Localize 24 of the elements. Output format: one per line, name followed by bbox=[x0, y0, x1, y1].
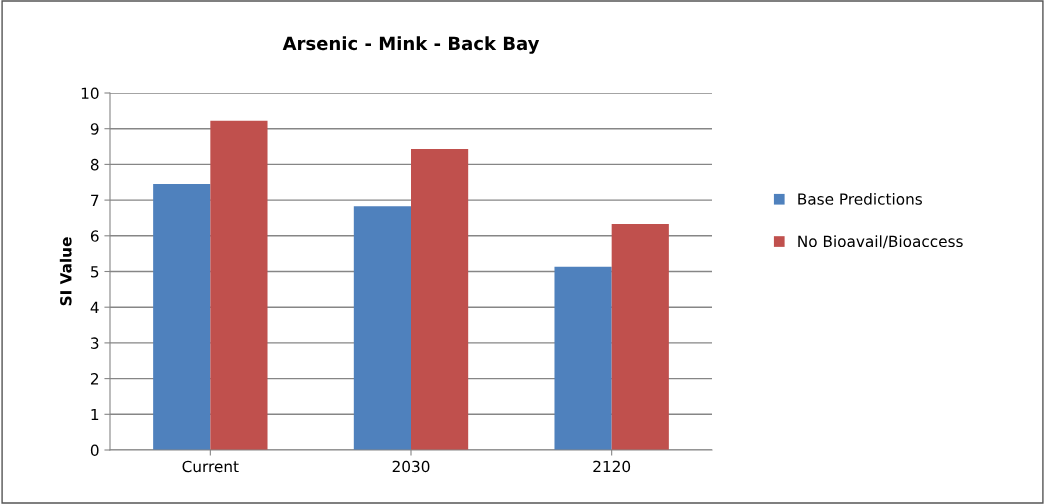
x-tick-label: Current bbox=[182, 460, 239, 473]
y-tick-label: 3 bbox=[91, 337, 99, 349]
bar bbox=[554, 266, 612, 450]
y-tick-label: 10 bbox=[81, 87, 99, 100]
bar bbox=[611, 224, 669, 450]
y-tick-label: 8 bbox=[90, 158, 99, 171]
y-tick-label: 4 bbox=[90, 301, 99, 313]
y-tick-label: 2 bbox=[90, 373, 99, 385]
legend-label: Base Predictions bbox=[798, 192, 922, 205]
x-tick-label: 2030 bbox=[392, 460, 430, 473]
y-tick-label: 7 bbox=[91, 194, 99, 206]
bar bbox=[210, 120, 268, 450]
bar bbox=[411, 149, 469, 450]
y-axis-title: SI Value bbox=[59, 237, 72, 306]
bar bbox=[353, 206, 411, 450]
y-tick-label: 6 bbox=[90, 230, 99, 242]
chart-title: Arsenic - Mink - Back Bay bbox=[282, 36, 540, 54]
y-tick-label: 1 bbox=[91, 408, 99, 421]
bar bbox=[153, 184, 211, 450]
y-tick-label: 5 bbox=[91, 266, 99, 278]
y-tick-label: 0 bbox=[90, 444, 99, 457]
legend-label: No Bioavail/Bioaccess bbox=[798, 235, 963, 249]
y-tick-label: 9 bbox=[90, 123, 99, 135]
x-tick-label: 2120 bbox=[593, 460, 631, 473]
